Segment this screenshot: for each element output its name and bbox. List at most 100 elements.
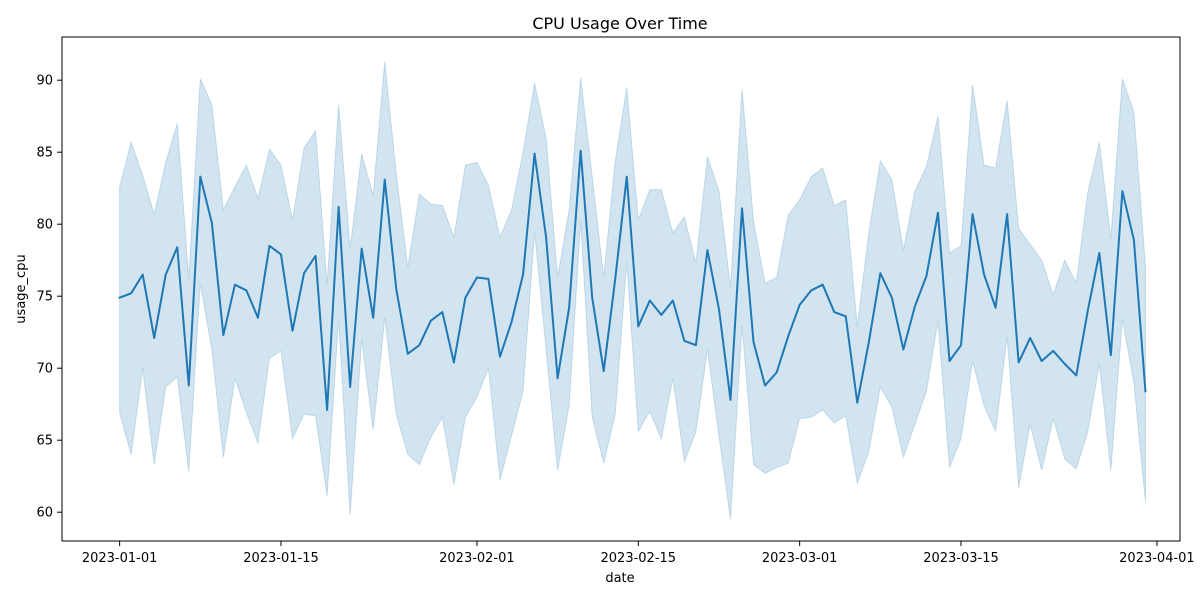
y-tick-label: 65 <box>36 434 53 449</box>
data-point <box>522 274 524 276</box>
y-tick-label: 70 <box>36 362 53 377</box>
data-point <box>1087 310 1089 312</box>
data-point <box>1006 213 1008 215</box>
data-point <box>407 353 409 355</box>
data-point <box>1121 190 1123 192</box>
data-point <box>649 300 651 302</box>
y-tick-label: 90 <box>36 74 53 89</box>
data-point <box>130 292 132 294</box>
data-point <box>418 344 420 346</box>
data-point <box>891 297 893 299</box>
data-point <box>580 150 582 152</box>
data-point <box>672 300 674 302</box>
data-point <box>683 340 685 342</box>
data-point <box>395 288 397 290</box>
x-tick-label: 2023-01-15 <box>243 551 319 566</box>
data-point <box>1041 360 1043 362</box>
data-point <box>914 305 916 307</box>
data-point <box>729 399 731 401</box>
data-point <box>822 284 824 286</box>
data-point <box>879 272 881 274</box>
y-tick-label: 75 <box>36 290 53 305</box>
data-point <box>280 253 282 255</box>
data-point <box>603 370 605 372</box>
data-point <box>972 213 974 215</box>
data-point <box>660 314 662 316</box>
data-point <box>165 274 167 276</box>
data-point <box>1133 239 1135 241</box>
data-point <box>245 289 247 291</box>
y-tick-label: 60 <box>36 506 53 521</box>
data-point <box>372 317 374 319</box>
data-point <box>868 341 870 343</box>
data-point <box>856 402 858 404</box>
y-tick-label: 80 <box>36 218 53 233</box>
data-point <box>464 297 466 299</box>
data-point <box>810 289 812 291</box>
data-point <box>153 337 155 339</box>
data-point <box>303 272 305 274</box>
data-point <box>1018 361 1020 363</box>
data-point <box>1052 350 1054 352</box>
x-tick-label: 2023-04-01 <box>1119 551 1195 566</box>
data-point <box>268 245 270 247</box>
chart-title: CPU Usage Over Time <box>532 14 707 33</box>
data-point <box>1075 374 1077 376</box>
data-point <box>1064 363 1066 365</box>
data-point <box>995 307 997 309</box>
data-point <box>718 308 720 310</box>
x-tick-label: 2023-01-01 <box>82 551 158 566</box>
data-point <box>119 297 121 299</box>
data-point <box>568 307 570 309</box>
data-point <box>741 207 743 209</box>
data-point <box>349 386 351 388</box>
data-point <box>545 236 547 238</box>
data-point <box>776 372 778 374</box>
data-point <box>637 325 639 327</box>
x-tick-label: 2023-03-01 <box>762 551 838 566</box>
x-tick-label: 2023-02-01 <box>439 551 515 566</box>
data-point <box>1098 252 1100 254</box>
data-point <box>902 348 904 350</box>
data-point <box>384 179 386 181</box>
data-point <box>557 377 559 379</box>
data-point <box>534 153 536 155</box>
x-axis-label: date <box>605 571 634 586</box>
data-point <box>199 176 201 178</box>
data-point <box>1029 337 1031 339</box>
data-point <box>476 276 478 278</box>
data-point <box>234 284 236 286</box>
data-point <box>453 361 455 363</box>
data-point <box>695 344 697 346</box>
data-point <box>845 315 847 317</box>
data-point <box>1144 390 1146 392</box>
data-point <box>983 274 985 276</box>
data-point <box>361 248 363 250</box>
data-point <box>176 246 178 248</box>
data-point <box>833 311 835 313</box>
data-point <box>799 304 801 306</box>
plot-area <box>118 61 1147 520</box>
data-point <box>614 278 616 280</box>
data-point <box>499 356 501 358</box>
data-point <box>787 336 789 338</box>
data-point <box>315 255 317 257</box>
x-axis: 2023-01-01 2023-01-15 2023-02-01 2023-02-15… <box>82 541 1195 566</box>
data-point <box>211 222 213 224</box>
data-point <box>706 249 708 251</box>
data-point <box>292 330 294 332</box>
data-point <box>1110 354 1112 356</box>
x-tick-label: 2023-03-15 <box>923 551 999 566</box>
data-point <box>441 311 443 313</box>
y-tick-label: 85 <box>36 146 53 161</box>
x-tick-label: 2023-02-15 <box>601 551 677 566</box>
plot-frame <box>61 36 1181 542</box>
data-point <box>511 321 513 323</box>
data-point <box>960 344 962 346</box>
y-axis: 60 65 70 75 80 85 90 <box>36 74 62 521</box>
data-point <box>257 317 259 319</box>
data-point <box>937 212 939 214</box>
y-axis-label: usage_cpu <box>14 254 29 323</box>
series-line <box>118 149 1147 411</box>
